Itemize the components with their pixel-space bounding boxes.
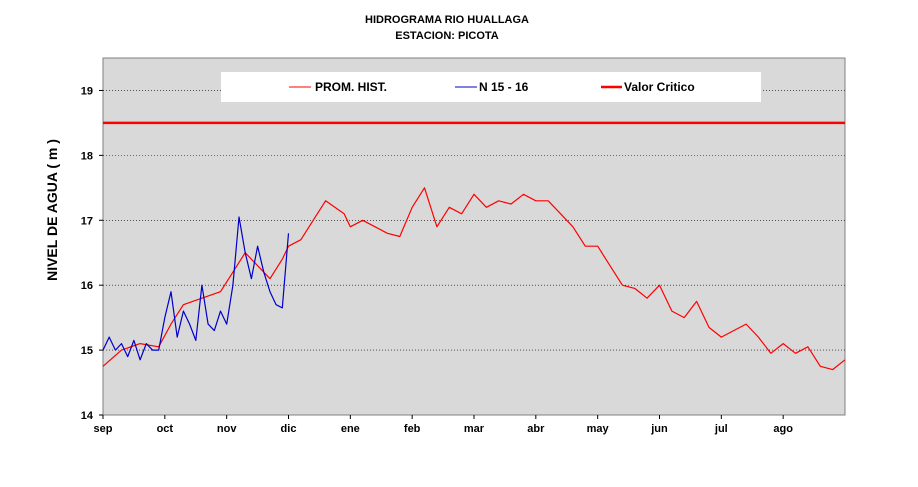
x-tick-label: ago xyxy=(773,423,793,435)
x-tick-label: may xyxy=(587,423,610,435)
x-tick-label: jun xyxy=(650,423,668,435)
y-tick-label: 16 xyxy=(81,280,93,292)
series-line-prom-hist xyxy=(102,187,846,371)
y-tick-label: 17 xyxy=(81,215,93,227)
x-tick-label: nov xyxy=(217,423,237,435)
plot-area xyxy=(102,57,846,416)
x-tick-label: sep xyxy=(94,423,113,435)
legend-label-prom-hist: PROM. HIST. xyxy=(315,80,387,94)
x-tick-label: feb xyxy=(404,423,421,435)
x-tick-label: oct xyxy=(157,423,174,435)
y-tick-label: 19 xyxy=(81,85,93,97)
y-tick-label: 14 xyxy=(81,410,94,422)
chart-title: HIDROGRAMA RIO HUALLAGA xyxy=(365,14,529,26)
x-axis-ticks: sep oct nov dic ene feb mar abr may jun jul ago xyxy=(94,415,793,435)
legend-label-valor-critico: Valor Critico xyxy=(624,80,695,94)
x-tick-label: ene xyxy=(341,423,360,435)
y-axis-label: NIVEL DE AGUA ( m ) xyxy=(44,139,60,281)
chart-subtitle: ESTACION: PICOTA xyxy=(395,30,499,42)
x-tick-label: jul xyxy=(714,423,728,435)
x-tick-label: dic xyxy=(281,423,297,435)
legend-label-n-15-16: N 15 - 16 xyxy=(479,80,529,94)
y-tick-label: 18 xyxy=(81,150,93,162)
x-tick-label: mar xyxy=(464,423,485,435)
series-line-n-15-16 xyxy=(102,216,290,361)
y-tick-label: 15 xyxy=(81,345,93,357)
y-axis-ticks: 14 15 16 17 18 19 xyxy=(81,85,103,422)
x-tick-label: abr xyxy=(527,423,545,435)
series-layer xyxy=(102,121,846,371)
